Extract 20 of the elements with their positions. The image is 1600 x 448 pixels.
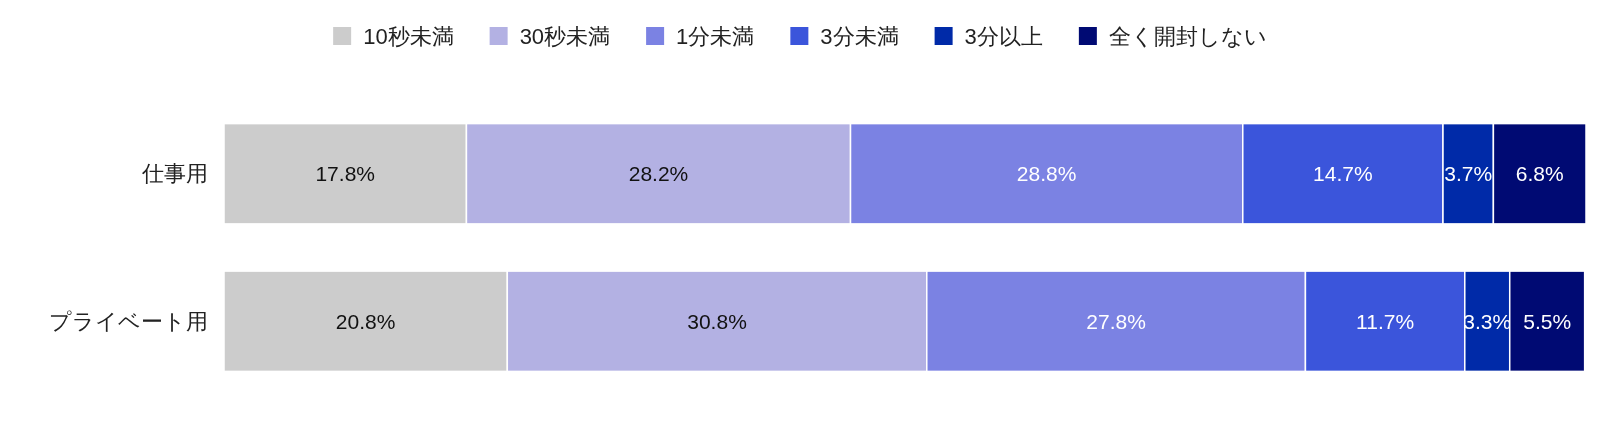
legend-label: 3分以上	[964, 23, 1043, 49]
data-label: 5.5%	[1523, 309, 1572, 333]
legend-label: 3分未満	[820, 23, 899, 49]
legend-label: 30秒未満	[519, 23, 611, 49]
y-tick-label: プライベート用	[49, 308, 208, 334]
data-label: 3.3%	[1463, 309, 1512, 333]
legend-label: 10秒未満	[363, 23, 454, 49]
data-label: 28.8%	[1016, 162, 1077, 186]
data-label: 27.8%	[1086, 309, 1146, 333]
legend-label: 1分未満	[676, 23, 755, 49]
data-label: 6.8%	[1515, 162, 1564, 186]
legend-label: 全く開封しない	[1108, 23, 1267, 49]
data-label: 20.8%	[335, 309, 396, 333]
data-label: 14.7%	[1313, 162, 1373, 186]
data-label: 17.8%	[315, 162, 375, 186]
data-label: 30.8%	[687, 309, 747, 333]
data-label: 3.7%	[1444, 162, 1493, 186]
y-tick-label: 仕事用	[141, 161, 208, 187]
data-label: 28.2%	[628, 162, 689, 186]
data-label: 11.7%	[1356, 309, 1415, 333]
